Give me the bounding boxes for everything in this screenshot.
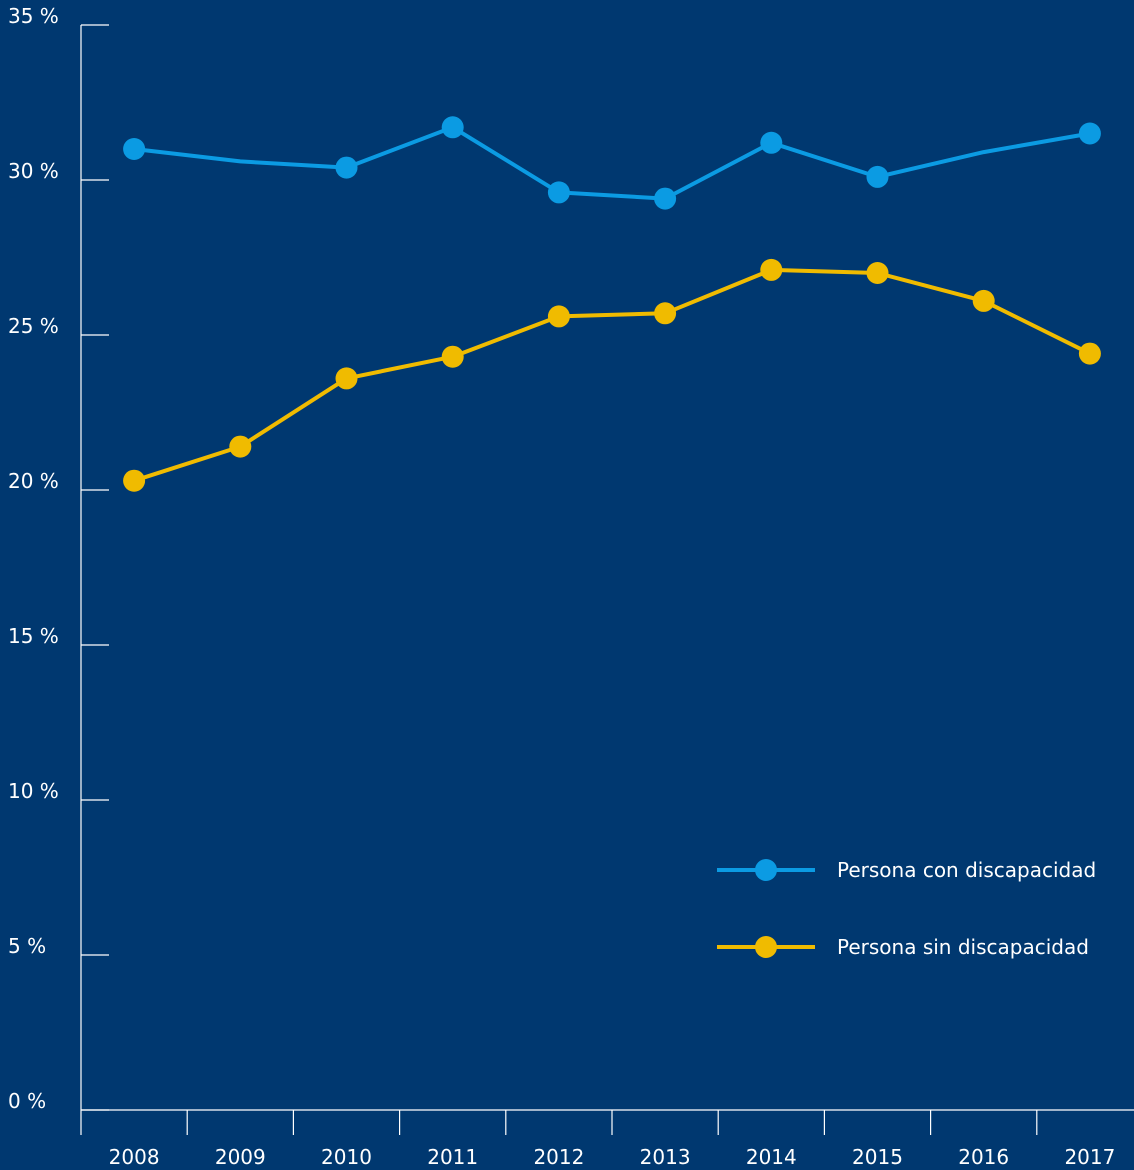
data-point xyxy=(335,367,358,390)
data-point xyxy=(654,302,677,325)
data-point xyxy=(866,165,889,188)
legend-marker xyxy=(755,936,777,958)
x-tick-label: 2008 xyxy=(109,1145,160,1169)
legend-label: Persona con discapacidad xyxy=(837,858,1096,882)
data-point xyxy=(123,138,146,160)
x-tick-label: 2012 xyxy=(533,1145,584,1169)
x-tick-label: 2016 xyxy=(958,1145,1009,1169)
y-tick-label: 30 % xyxy=(8,159,59,183)
data-point xyxy=(441,116,464,139)
x-tick-label: 2011 xyxy=(427,1145,478,1169)
y-tick-label: 0 % xyxy=(8,1089,46,1113)
data-point xyxy=(1078,122,1101,145)
legend-label: Persona sin discapacidad xyxy=(837,935,1089,959)
y-tick-label: 10 % xyxy=(8,779,59,803)
legend-marker xyxy=(755,859,777,881)
x-tick-label: 2017 xyxy=(1064,1145,1115,1169)
data-point xyxy=(760,258,783,281)
data-point xyxy=(760,131,783,154)
x-tick-label: 2013 xyxy=(640,1145,691,1169)
data-point xyxy=(547,181,570,204)
data-point xyxy=(229,435,252,458)
y-tick-label: 35 % xyxy=(8,4,59,28)
x-tick-label: 2014 xyxy=(746,1145,797,1169)
data-point xyxy=(547,305,570,328)
data-point xyxy=(1078,342,1101,365)
data-point xyxy=(123,469,146,492)
data-point xyxy=(335,156,358,179)
y-tick-label: 20 % xyxy=(8,469,59,493)
y-tick-label: 5 % xyxy=(8,934,46,958)
data-point xyxy=(654,187,677,210)
data-point xyxy=(972,289,995,312)
data-point xyxy=(441,345,464,368)
series-line xyxy=(133,125,1091,201)
series-line xyxy=(133,267,1091,483)
y-tick-label: 15 % xyxy=(8,624,59,648)
x-tick-label: 2015 xyxy=(852,1145,903,1169)
y-tick-label: 25 % xyxy=(8,314,59,338)
x-tick-label: 2009 xyxy=(215,1145,266,1169)
x-tick-label: 2010 xyxy=(321,1145,372,1169)
data-point xyxy=(866,262,889,284)
